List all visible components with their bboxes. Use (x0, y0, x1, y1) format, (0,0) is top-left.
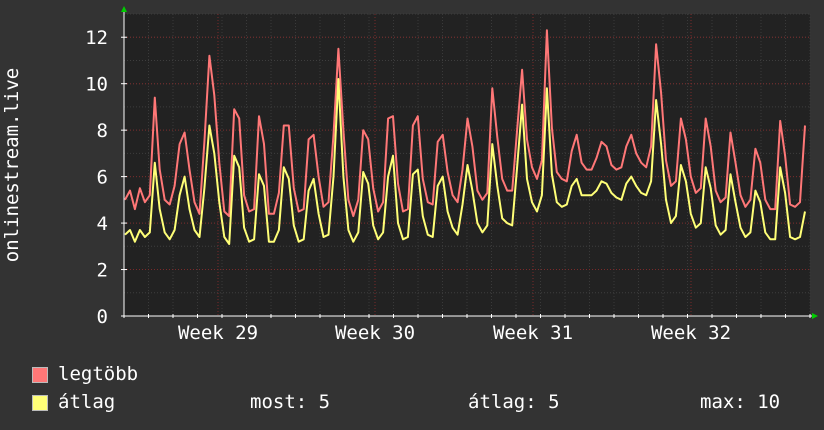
y-tick-label: 10 (85, 74, 108, 96)
legend-label-max: legtöbb (58, 363, 139, 385)
y-axis-arrow (121, 6, 127, 12)
x-tick-label: Week 31 (493, 322, 573, 344)
series-line-max (124, 29, 806, 218)
y-tick-label: 4 (97, 213, 108, 235)
y-tick-label: 2 (97, 260, 108, 282)
legend-swatch-max (32, 367, 48, 383)
y-tick-labels: 0 2 4 6 8 10 12 (85, 27, 108, 328)
stat-max: max: 10 (700, 391, 781, 413)
series-lines (124, 29, 806, 245)
y-tick-label: 12 (85, 27, 108, 49)
x-tick-labels: Week 29 Week 30 Week 31 Week 32 (178, 322, 731, 344)
stat-now: most: 5 (250, 391, 331, 413)
y-tick-label: 8 (97, 120, 108, 142)
y-tick-label: 0 (97, 306, 108, 328)
y-axis-label: onlinestream.live (1, 68, 23, 262)
axes (121, 6, 818, 319)
x-tick-label: Week 30 (335, 322, 415, 344)
legend-swatch-avg (32, 395, 48, 411)
y-tick-label: 6 (97, 167, 108, 189)
x-tick-label: Week 29 (178, 322, 258, 344)
x-axis-arrow (812, 313, 818, 319)
legend-label-avg: átlag (58, 391, 116, 413)
x-tick-label: Week 32 (651, 322, 731, 344)
series-line-avg (124, 78, 806, 245)
stat-average: átlag: 5 (468, 391, 560, 413)
